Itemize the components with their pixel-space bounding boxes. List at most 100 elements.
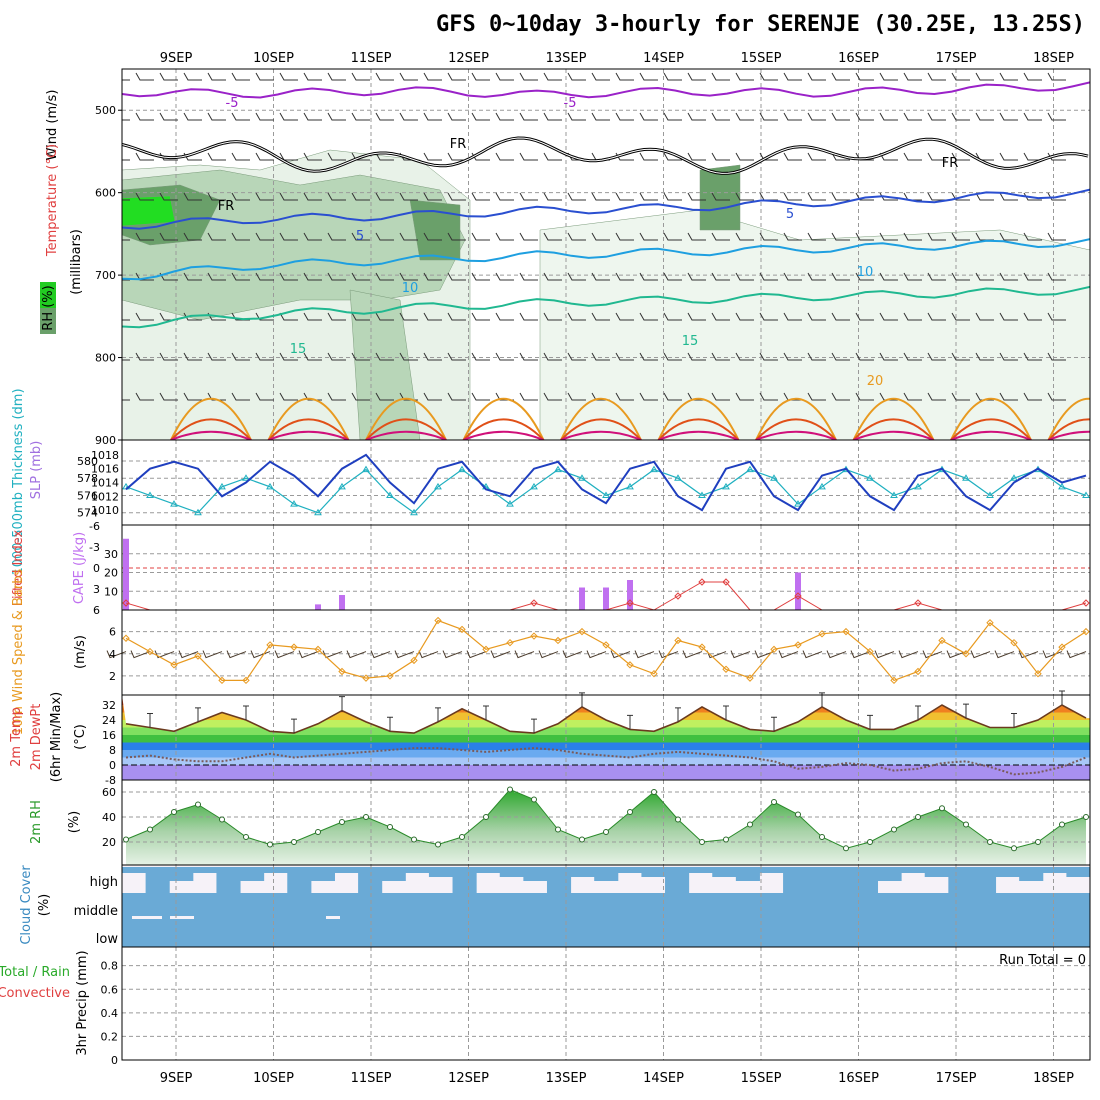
upper-wind-barb bbox=[999, 232, 1018, 241]
upper-wind-barb bbox=[399, 112, 418, 121]
rh2m-panel: 60 40 20 2m RH (%) bbox=[29, 779, 1091, 866]
upper-wind-barb bbox=[423, 232, 442, 241]
upper-wind-barb bbox=[543, 352, 562, 361]
upper-wind-barb bbox=[1023, 392, 1042, 401]
wind-point bbox=[1058, 643, 1066, 651]
thickness-point bbox=[386, 491, 394, 498]
upper-wind-barb bbox=[591, 72, 610, 81]
rh-point bbox=[387, 824, 393, 830]
surface-wind-barb bbox=[418, 650, 439, 659]
thickness-point bbox=[146, 491, 154, 498]
upper-wind-barb bbox=[543, 392, 562, 401]
thickness-point bbox=[890, 491, 898, 498]
rh-point bbox=[243, 834, 249, 840]
surface-wind-barb bbox=[226, 650, 247, 659]
upper-wind-barb bbox=[1047, 112, 1066, 121]
cloud-high-bar bbox=[287, 867, 312, 893]
wind-ylabel-units: (m/s) bbox=[73, 635, 88, 669]
temp-tick-label: 8 bbox=[109, 744, 116, 757]
minmax-bar bbox=[483, 705, 489, 720]
upper-wind-barb bbox=[327, 152, 346, 161]
cape-ylabel-li: Lifted Index bbox=[11, 529, 26, 606]
minmax-bar bbox=[387, 716, 393, 732]
rh-point bbox=[459, 834, 465, 840]
upper-wind-barb bbox=[207, 232, 226, 241]
wind-point bbox=[650, 670, 658, 678]
upper-wind-barb bbox=[807, 352, 826, 361]
isotherm-label-m5: -5 bbox=[226, 96, 239, 111]
upper-wind-barb bbox=[687, 112, 706, 121]
li-tick-label: -3 bbox=[89, 541, 100, 554]
li-point bbox=[626, 599, 634, 607]
temp-ylabel-minmax: (6hr Min/Max) bbox=[49, 692, 64, 782]
li-point bbox=[794, 592, 802, 600]
date-label-top: 9SEP bbox=[160, 51, 193, 66]
cloud-high-bar bbox=[995, 867, 1020, 877]
upper-wind-barb bbox=[639, 72, 658, 81]
surface-wind-barb bbox=[370, 650, 391, 659]
upper-wind-barb bbox=[183, 192, 202, 201]
cloud-high-bar bbox=[570, 867, 595, 877]
ua-tick-label: 500 bbox=[95, 104, 116, 117]
surface-wind-barb bbox=[586, 650, 607, 659]
slp-tick-label: 1014 bbox=[91, 477, 119, 490]
temp-band bbox=[122, 750, 1090, 758]
surface-wind-barb bbox=[634, 650, 655, 659]
temp-series-line bbox=[125, 704, 1087, 734]
upper-wind-barb bbox=[783, 112, 802, 121]
upper-wind-barb bbox=[183, 352, 202, 361]
thickness-point bbox=[170, 500, 178, 507]
upper-wind-barb bbox=[807, 152, 826, 161]
upper-wind-barb bbox=[639, 232, 658, 241]
cloud-high-bar bbox=[806, 867, 831, 893]
upper-wind-barb bbox=[663, 232, 682, 241]
upper-wind-barb bbox=[999, 192, 1018, 201]
upper-wind-barb bbox=[183, 312, 202, 321]
wind-point bbox=[842, 627, 850, 636]
upper-wind-barb bbox=[207, 192, 226, 201]
thickness-point bbox=[626, 482, 634, 490]
upper-wind-barb bbox=[519, 72, 538, 81]
upper-wind-barb bbox=[375, 232, 394, 241]
slp-background bbox=[122, 440, 1090, 525]
rh-point bbox=[1011, 845, 1017, 852]
upper-wind-barb bbox=[591, 312, 610, 321]
upper-wind-barb bbox=[927, 312, 946, 321]
upper-wind-barb bbox=[135, 112, 154, 121]
date-axis-bottom: 9SEP 10SEP 11SEP 12SEP 13SEP 14SEP 15SEP 16SEP 1… bbox=[160, 1071, 1074, 1086]
upper-wind-barb bbox=[255, 312, 274, 321]
upper-wind-barb bbox=[855, 272, 874, 281]
upper-wind-barb bbox=[903, 392, 922, 401]
surface-wind-barb bbox=[778, 650, 799, 659]
upper-wind-barb bbox=[447, 392, 466, 401]
upper-wind-barb bbox=[423, 192, 442, 201]
cloud-high-bar bbox=[216, 867, 241, 893]
upper-wind-barb bbox=[735, 152, 754, 161]
thickness-point bbox=[506, 500, 514, 507]
rh-point bbox=[123, 836, 129, 843]
upper-wind-barb bbox=[471, 392, 490, 401]
rh-point bbox=[1083, 814, 1089, 820]
cape-bar bbox=[627, 580, 633, 610]
cape-bar bbox=[795, 572, 801, 610]
wind-point bbox=[266, 641, 274, 649]
temp-minmax-bars bbox=[147, 690, 1065, 734]
cloud-high-bar bbox=[1019, 867, 1044, 881]
upper-wind-barb bbox=[999, 312, 1018, 321]
ua-contour-labels: -5 -5 FR FR FR 5 5 10 10 15 15 20 bbox=[218, 96, 959, 389]
upper-wind-barb bbox=[1047, 152, 1066, 161]
upper-wind-barb bbox=[255, 352, 274, 361]
upper-wind-barb bbox=[303, 152, 322, 161]
cloud-mid-low-fill bbox=[122, 893, 1090, 947]
rh-tick-label: 40 bbox=[102, 811, 116, 824]
rh-point bbox=[675, 816, 681, 823]
upper-wind-barb bbox=[351, 112, 370, 121]
upper-wind-barb bbox=[375, 312, 394, 321]
rh-point bbox=[843, 845, 849, 852]
precip-ylabel-convective: Convective bbox=[0, 986, 70, 1001]
rh-point bbox=[339, 819, 345, 825]
upper-wind-barb bbox=[543, 192, 562, 201]
precip-tick-label: 0.6 bbox=[101, 983, 119, 996]
temp-ticks: 32 24 16 8 0 -8 bbox=[102, 699, 116, 787]
